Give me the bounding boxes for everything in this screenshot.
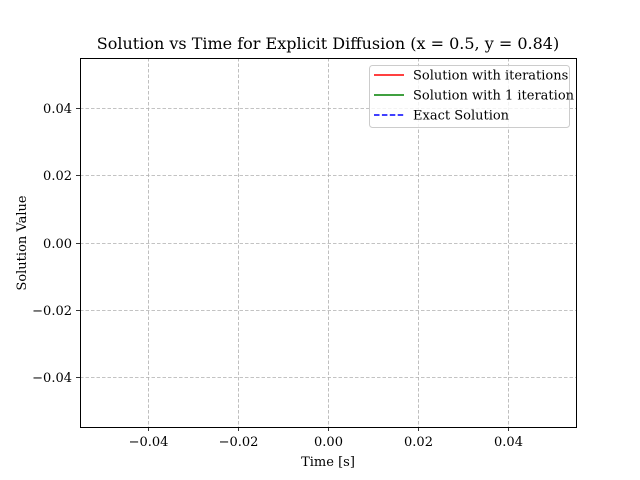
- x-tick-label: 0.04: [494, 435, 523, 450]
- x-tick-label: 0.02: [404, 435, 433, 450]
- y-tick-label: 0.04: [43, 102, 72, 117]
- y-axis: −0.04 −0.02 0.00 0.02 0.04: [32, 102, 80, 386]
- legend-label: Solution with 1 iteration: [413, 89, 575, 104]
- x-tick-label: 0.00: [314, 435, 343, 450]
- chart-title: Solution vs Time for Explicit Diffusion …: [97, 34, 559, 53]
- legend-label: Solution with iterations: [413, 69, 568, 84]
- x-axis-label: Time [s]: [301, 455, 355, 470]
- y-tick-label: −0.02: [32, 304, 72, 319]
- y-tick-label: 0.02: [43, 169, 72, 184]
- x-tick-label: −0.04: [129, 435, 169, 450]
- legend-frame: [369, 65, 570, 128]
- y-tick-label: 0.00: [43, 237, 72, 252]
- legend: Solution with iterations Solution with 1 …: [369, 65, 575, 128]
- y-tick-label: −0.04: [32, 371, 72, 386]
- y-axis-label: Solution Value: [15, 195, 30, 290]
- x-tick-label: −0.02: [219, 435, 259, 450]
- legend-label: Exact Solution: [413, 109, 510, 124]
- x-axis: −0.04 −0.02 0.00 0.02 0.04: [129, 427, 523, 450]
